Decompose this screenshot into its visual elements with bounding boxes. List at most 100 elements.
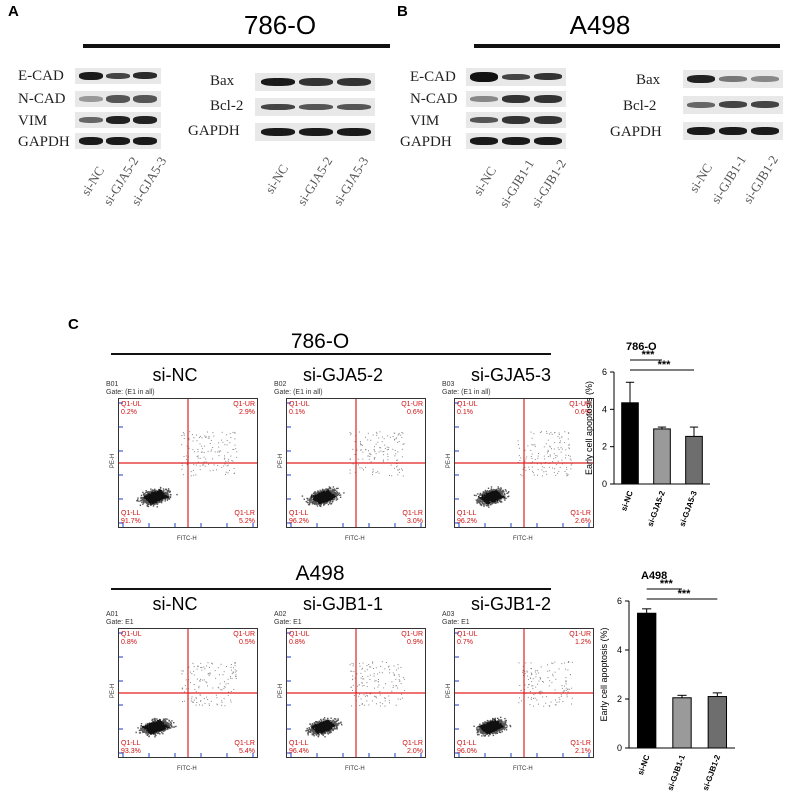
row-a498-title: A498 (295, 562, 345, 585)
flow-scatter-area: Q1-UL 0.1% Q1-UR 0.6% Q1-LL 96.2% Q1-LR 3.0% (286, 398, 426, 528)
significance-label: *** (658, 359, 672, 371)
flow-gate-label: Gate: E1 (106, 619, 134, 626)
flow-sample-id: A01 (106, 611, 119, 618)
y-axis-label: Early cell apoptosis (%) (599, 627, 609, 721)
flow-x-axis-label: FITC-H (177, 766, 197, 772)
row-786o-underline (111, 353, 551, 355)
flow-sample-id: A03 (442, 611, 455, 618)
panel-b-title-underline (474, 44, 780, 48)
blot-strip (466, 91, 566, 107)
blot-strip (255, 98, 375, 116)
flow-plot-heading: si-NC (152, 365, 198, 385)
flow-plot-heading: si-NC (152, 594, 198, 614)
flow-y-axis-label: PE-H (110, 683, 117, 699)
flow-sample-id: B01 (106, 381, 119, 388)
flow-gate-label: Gate: (E1 in all) (442, 389, 491, 396)
blot-row-label: E-CAD (410, 69, 456, 85)
bar (636, 612, 657, 749)
flow-x-axis-label: FITC-H (345, 766, 365, 772)
bar (653, 428, 671, 485)
blot-row-label: Bcl-2 (210, 98, 244, 114)
quad-ur-label: Q1-UR 0.9% (401, 631, 423, 646)
blot-row-label: GAPDH (610, 124, 662, 140)
flow-gate-label: Gate: (E1 in all) (274, 389, 323, 396)
blot-row-label: N-CAD (18, 91, 66, 107)
panel-a-title: 786-O (243, 10, 317, 40)
flow-scatter-area: Q1-UL 0.8% Q1-UR 0.5% Q1-LL 93.3% Q1-LR 5.4% (118, 628, 258, 758)
flow-y-axis-label: PE-H (278, 683, 285, 699)
blot-row-label: Bax (636, 72, 661, 88)
x-tick-label: si-GJB1-1 (666, 753, 687, 792)
panel-a-title-underline (83, 44, 390, 48)
flow-scatter-svg (455, 399, 593, 527)
quad-ur-label: Q1-UR 0.5% (233, 631, 255, 646)
blot-row-label: GAPDH (400, 134, 452, 150)
blot-strip (75, 68, 161, 84)
blot-row-label: N-CAD (410, 91, 458, 107)
significance-label: *** (660, 578, 674, 590)
y-tick-label: 4 (617, 645, 622, 655)
quad-ul-label: Q1-UL 0.1% (457, 401, 478, 416)
quad-lr-label: Q1-LR 2.0% (402, 740, 423, 755)
blot-row-label: GAPDH (188, 123, 240, 139)
lane-label: si-NC (262, 161, 292, 196)
quad-ul-label: Q1-UL 0.2% (121, 401, 142, 416)
flow-x-axis-label: FITC-H (513, 536, 533, 542)
quad-lr-label: Q1-LR 5.4% (234, 740, 255, 755)
flow-gate-label: Gate: E1 (274, 619, 302, 626)
quad-lr-label: Q1-LR 2.6% (570, 510, 591, 525)
significance-label: *** (678, 588, 692, 600)
quad-lr-label: Q1-LR 3.0% (402, 510, 423, 525)
flow-scatter-area: Q1-UL 0.1% Q1-UR 0.6% Q1-LL 96.2% Q1-LR 2.6% (454, 398, 594, 528)
blot-strip (255, 73, 375, 91)
chart-title: A498 (641, 570, 667, 582)
flow-y-axis-label: PE-H (446, 453, 453, 469)
blot-strip (255, 123, 375, 141)
flow-plot-heading: si-GJB1-2 (470, 594, 551, 614)
panel-b-label: B (397, 3, 408, 20)
flow-x-axis-label: FITC-H (177, 536, 197, 542)
quad-lr-label: Q1-LR 5.2% (234, 510, 255, 525)
quad-lr-label: Q1-LR 2.1% (570, 740, 591, 755)
y-tick-label: 2 (602, 442, 607, 452)
quad-ll-label: Q1-LL 96.4% (289, 740, 309, 755)
blot-strip (683, 70, 783, 88)
flow-plot-heading: si-GJB1-1 (302, 594, 383, 614)
flow-sample-id: B02 (274, 381, 287, 388)
bar (672, 697, 692, 749)
blot-strip (683, 96, 783, 114)
flow-sample-id: B03 (442, 381, 455, 388)
quad-ur-label: Q1-UR 0.6% (569, 401, 591, 416)
bar (707, 696, 728, 749)
y-tick-label: 2 (617, 694, 622, 704)
flow-gate-label: Gate: E1 (442, 619, 470, 626)
flow-plot-heading: si-GJA5-3 (470, 365, 551, 385)
flow-y-axis-label: PE-H (446, 683, 453, 699)
flow-x-axis-label: FITC-H (513, 766, 533, 772)
flow-scatter-svg (287, 629, 425, 757)
flow-gate-label: Gate: (E1 in all) (106, 389, 155, 396)
flow-scatter-area: Q1-UL 0.2% Q1-UR 2.9% Q1-LL 91.7% Q1-LR 5.2% (118, 398, 258, 528)
flow-scatter-area: Q1-UL 0.7% Q1-UR 1.2% Q1-LL 96.0% Q1-LR 2.1% (454, 628, 594, 758)
y-tick-label: 6 (602, 367, 607, 377)
flow-scatter-svg (119, 629, 257, 757)
y-tick-label: 4 (602, 404, 607, 414)
flow-sample-id: A02 (274, 611, 287, 618)
blot-strip (466, 133, 566, 149)
flow-scatter-svg (455, 629, 593, 757)
panel-b-title: A498 (569, 10, 631, 40)
y-tick-label: 6 (617, 596, 622, 606)
y-tick-label: 0 (617, 743, 622, 753)
blot-strip (75, 133, 161, 149)
x-tick-label: si-GJA5-3 (678, 489, 699, 528)
row-a498-underline (111, 588, 551, 590)
flow-y-axis-label: PE-H (110, 453, 117, 469)
flow-y-axis-label: PE-H (278, 453, 285, 469)
quad-ll-label: Q1-LL 91.7% (121, 510, 141, 525)
lane-label: si-NC (470, 163, 500, 198)
flow-plot-heading: si-GJA5-2 (302, 365, 383, 385)
blot-strip (75, 112, 161, 128)
blot-row-label: VIM (18, 113, 48, 129)
blot-strip (683, 122, 783, 140)
panel-a-label: A (8, 3, 19, 20)
